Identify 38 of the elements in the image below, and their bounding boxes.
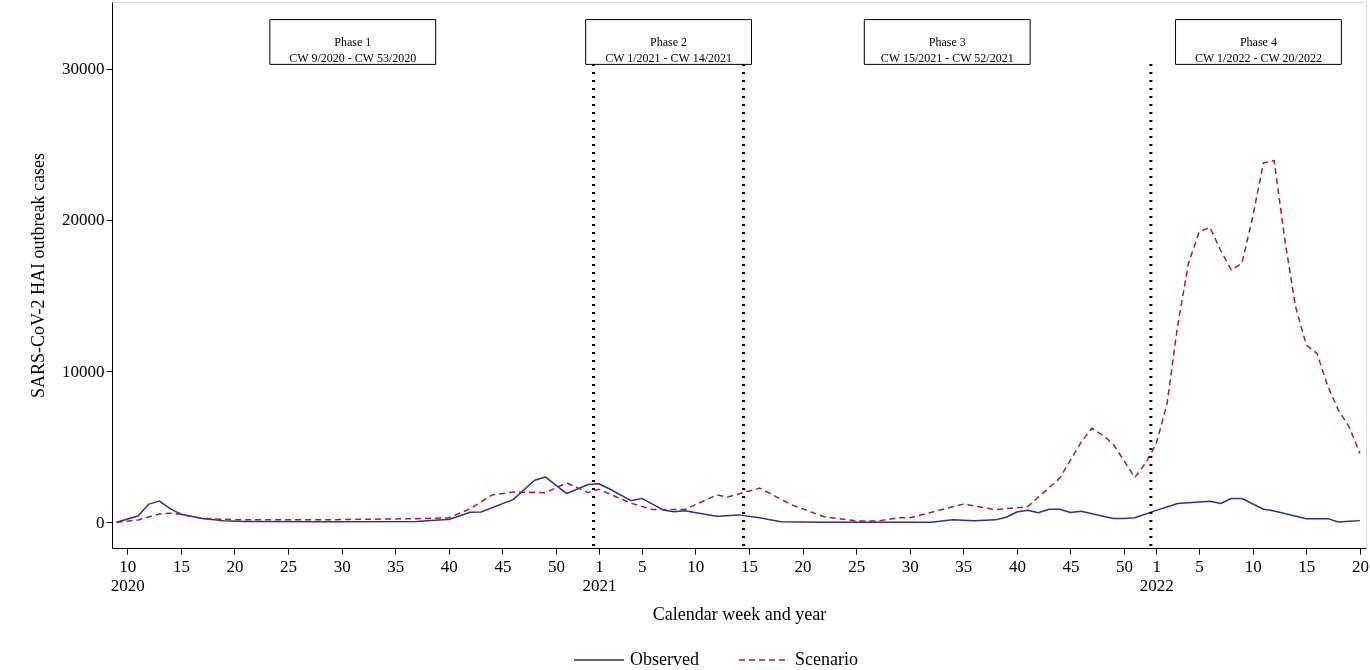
x-tick-label: 20 [226,556,244,576]
x-tick-label: 25 [848,556,866,576]
x-tick-label: 1 2022 [1139,556,1174,595]
x-tick-label: 35 [387,556,405,576]
x-tick-label: 30 [901,556,919,576]
x-tick-label: 25 [280,556,298,576]
x-tick-label: 15 [1298,556,1316,576]
legend-label: Observed [630,649,699,669]
y-tick-label: 0 [96,512,105,532]
y-tick-label: 30000 [62,59,105,79]
annotation: Phase 1 CW 9/2020 - CW 53/2020 [289,35,417,65]
x-tick-label: 10 [1244,556,1262,576]
x-tick-label: 15 [740,556,758,576]
y-axis-title: SARS-CoV-2 HAI outbreak cases [28,153,48,398]
x-tick-label: 30 [333,556,351,576]
x-tick-label: 1 2021 [582,556,617,595]
annotation: Phase 3 CW 15/2021 - CW 52/2021 [880,35,1014,65]
annotation: Phase 4 CW 1/2022 - CW 20/2022 [1194,35,1322,65]
x-tick-label: 15 [172,556,190,576]
x-axis-title: Calendar week and year [652,603,827,624]
x-tick-label: 45 [1062,556,1080,576]
x-tick-label: 20 [1351,556,1369,576]
line-series [115,159,1361,524]
x-tick-label: 50 [1116,556,1134,576]
y-tick-label: 20000 [62,210,105,230]
y-tick-label: 10000 [62,361,105,381]
x-tick-label: 10 2020 [110,556,145,595]
x-tick-label: 35 [955,556,973,576]
x-tick-label: 45 [494,556,512,576]
legend-label: Scenario [795,649,858,669]
x-tick-label: 40 [1008,556,1026,576]
x-tick-label: 10 [687,556,705,576]
x-tick-label: 20 [794,556,812,576]
x-tick-label: 5 [1195,556,1204,576]
annotation: Phase 2 CW 1/2021 - CW 14/2021 [605,35,733,65]
x-tick-label: 40 [440,556,458,576]
x-tick-label: 50 [548,556,566,576]
x-tick-label: 5 [638,556,647,576]
